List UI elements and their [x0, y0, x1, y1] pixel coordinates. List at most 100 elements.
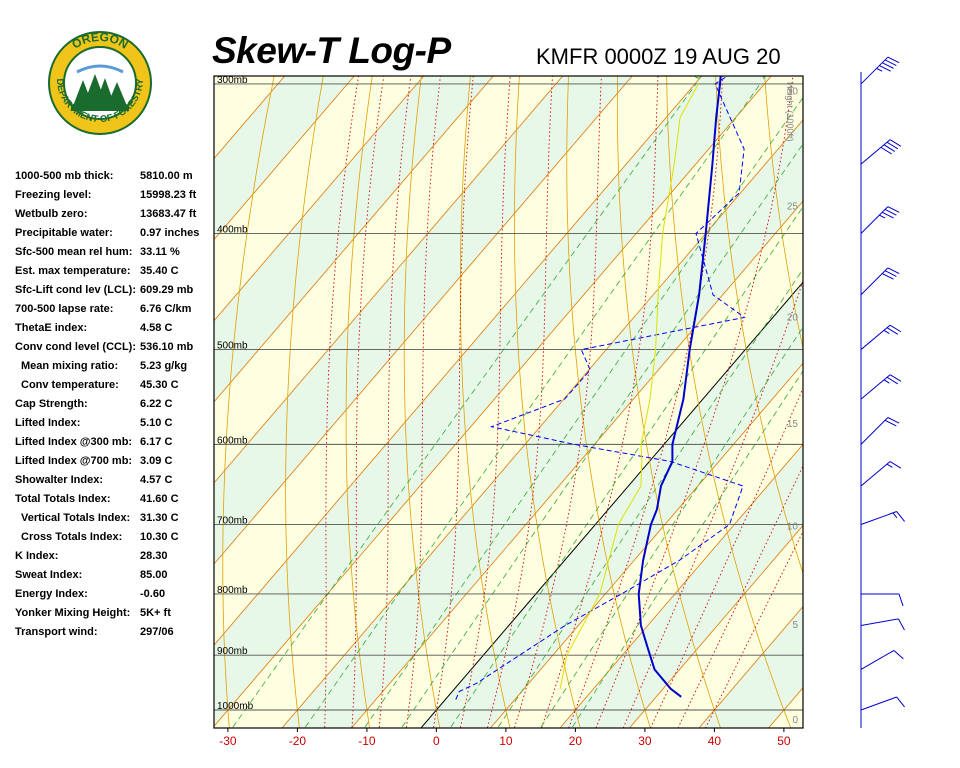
wind-barb — [860, 461, 902, 487]
mixing-ratio-label: 5 — [884, 71, 897, 82]
wind-barb-flag — [884, 59, 897, 66]
height-tick-label: 10 — [787, 521, 799, 532]
isotherm-line — [214, 76, 564, 484]
index-value: 15998.23 ft — [140, 189, 197, 201]
index-label: Lifted Index: — [15, 417, 81, 429]
plot-area: 0.412358200mb300mb400mb500mb600mb700mb80… — [0, 0, 960, 735]
height-axis: 05101520253035404550Height (1000ft) — [785, 82, 799, 726]
wind-barb-flag — [896, 511, 905, 522]
index-label: ThetaE index: — [15, 322, 88, 334]
mixing-ratio-label: 0.4 — [692, 64, 709, 82]
index-value: 31.30 C — [140, 512, 179, 524]
index-value: 6.76 C/km — [140, 303, 192, 315]
wind-barb-half-flag — [879, 214, 886, 219]
index-row: Sfc-500 mean rel hum: 33.11 % — [15, 246, 215, 265]
index-value: 35.40 C — [140, 265, 179, 277]
index-value: 28.30 — [140, 550, 168, 562]
isobar-label: 400mb — [217, 225, 248, 236]
dry-adiabat-line — [891, 0, 960, 735]
index-value: 297/06 — [140, 626, 174, 638]
isotherm-line — [214, 76, 355, 241]
wind-barb-staff — [860, 374, 891, 400]
wind-barb-staff — [860, 139, 891, 165]
index-value: 45.30 C — [140, 379, 179, 391]
index-value: 4.57 C — [140, 474, 173, 486]
index-label: Conv temperature: — [21, 379, 119, 391]
height-tick-label: 15 — [787, 419, 799, 430]
wind-barb-flag — [887, 206, 900, 213]
plot-frame — [213, 75, 804, 729]
wind-barb-flag — [886, 327, 899, 335]
isotherm-band — [838, 76, 960, 728]
index-value: 0.97 inches — [140, 227, 200, 239]
wind-barb — [860, 139, 902, 165]
isotherm-line — [0, 76, 146, 728]
index-row: Sweat Index: 85.00 — [15, 569, 215, 588]
isotherm-line — [214, 76, 772, 727]
isotherm-line — [698, 606, 803, 728]
index-row: Total Totals Index: 41.60 C — [15, 493, 215, 512]
index-label: 1000-500 mb thick: — [15, 170, 114, 182]
index-label: Mean mixing ratio: — [21, 360, 119, 372]
isotherm-line — [214, 76, 633, 565]
wind-barb-flag — [897, 618, 905, 631]
wind-barb-staff — [860, 206, 889, 234]
index-value: 5810.00 m — [140, 170, 193, 182]
parcel-series-line — [559, 83, 699, 689]
isobar-label: 1000mb — [217, 701, 254, 712]
index-label: 700-500 lapse rate: — [15, 303, 114, 315]
height-tick-label: 30 — [787, 86, 799, 97]
index-value: 5.10 C — [140, 417, 173, 429]
isotherm-line — [214, 76, 494, 403]
isotherm-line — [351, 200, 803, 728]
x-tick-label: -30 — [219, 734, 237, 748]
index-row: Mean mixing ratio: 5.23 g/kg — [15, 360, 215, 379]
wind-barb-staff — [860, 417, 889, 445]
height-tick-label: 5 — [792, 620, 798, 631]
wind-barb-staff — [860, 267, 889, 296]
wind-barb-flag — [884, 419, 897, 427]
index-row: Lifted Index @300 mb: 6.17 C — [15, 436, 215, 455]
dry-adiabat-line — [459, 76, 511, 728]
x-tick-label: 40 — [708, 734, 722, 748]
index-label: Sfc-Lift cond lev (LCL): — [15, 284, 136, 296]
wind-barb — [860, 417, 900, 445]
isotherm-line — [214, 76, 703, 646]
wind-barb-staff — [860, 696, 897, 711]
wind-barb-flag — [889, 139, 902, 147]
wind-barb — [861, 593, 904, 607]
index-label: Vertical Totals Index: — [21, 512, 131, 524]
index-value: 85.00 — [140, 569, 168, 581]
index-row: Lifted Index: 5.10 C — [15, 417, 215, 436]
index-value: 609.29 mb — [140, 284, 194, 296]
index-label: Energy Index: — [15, 588, 88, 600]
index-row: Est. max temperature: 35.40 C — [15, 265, 215, 284]
wind-barb-flag — [879, 65, 891, 72]
stability-indices-panel: 1000-500 mb thick: 5810.00 m Freezing leve… — [15, 170, 215, 645]
wind-barb-staff — [860, 324, 891, 350]
index-row: Lifted Index @700 mb: 3.09 C — [15, 455, 215, 474]
wind-barb-half-flag — [892, 512, 898, 519]
index-label: Wetbulb zero: — [15, 208, 88, 220]
dry-adiabat-line — [222, 76, 275, 728]
dry-adiabat-line — [514, 76, 581, 728]
mixing-ratio-label: 1 — [756, 71, 769, 82]
index-label: Freezing level: — [15, 189, 92, 201]
wind-barb-flag — [898, 593, 904, 607]
isotherm-line — [214, 76, 425, 322]
wind-barb-flag — [881, 273, 894, 280]
isobar-label: 900mb — [217, 646, 248, 657]
wind-barb-flag — [881, 211, 894, 219]
mixing-ratio-line — [571, 370, 803, 728]
mixing-ratio-line — [304, 83, 761, 728]
index-label: Total Totals Index: — [15, 493, 111, 505]
index-label: Sweat Index: — [15, 569, 83, 581]
height-tick-label: 25 — [787, 202, 799, 213]
index-value: 536.10 mb — [140, 341, 194, 353]
isobar-label: 500mb — [217, 341, 248, 352]
index-value: 33.11 % — [140, 246, 180, 258]
wind-barb-flag — [889, 374, 902, 382]
index-row: ThetaE index: 4.58 C — [15, 322, 215, 341]
wind-barb — [860, 696, 905, 711]
index-label: Yonker Mixing Height: — [15, 607, 131, 619]
